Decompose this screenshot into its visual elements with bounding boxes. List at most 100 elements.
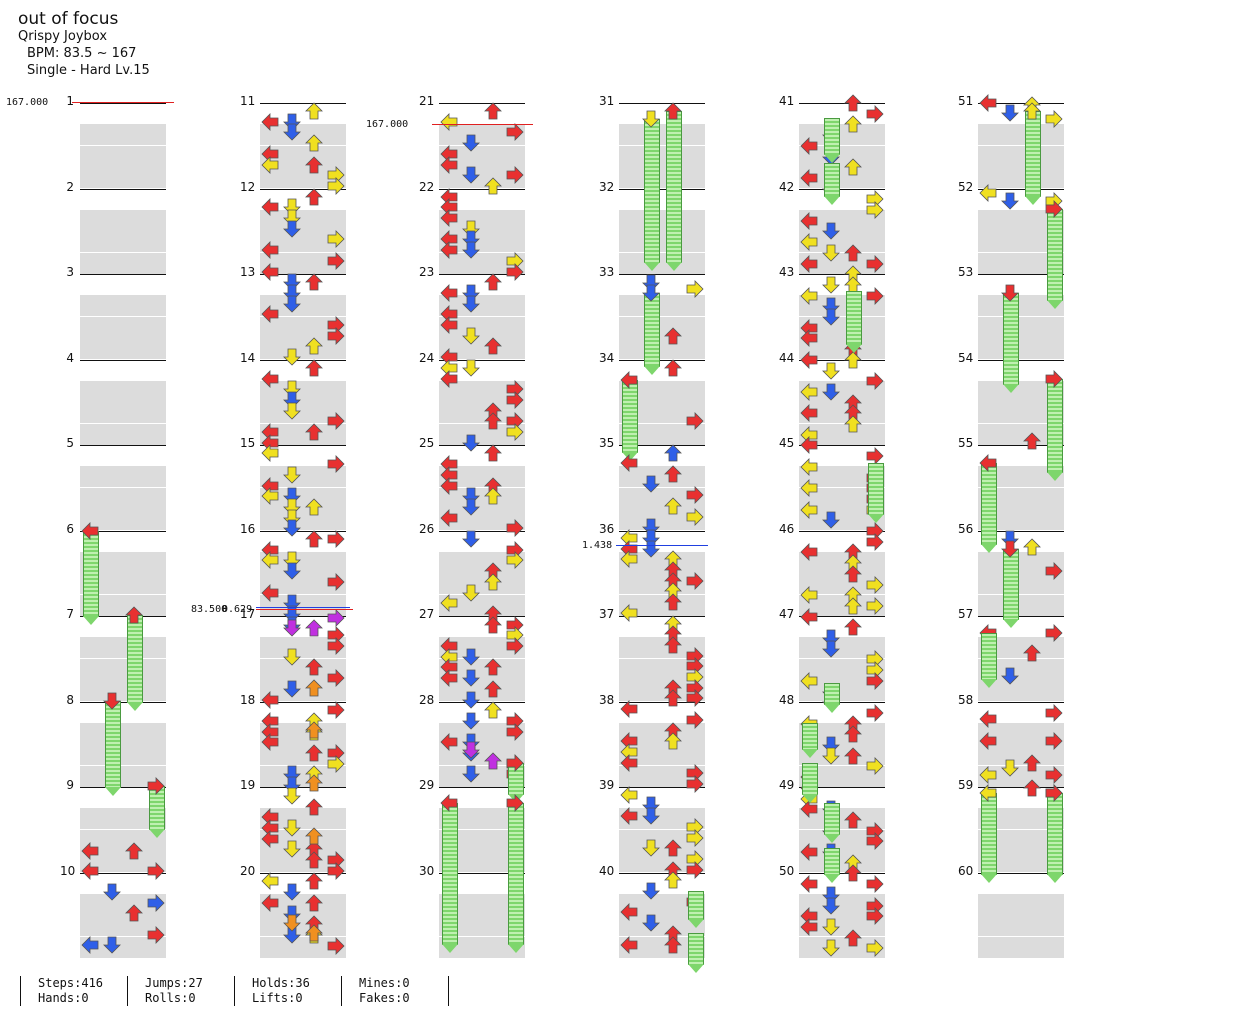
beat-band	[799, 380, 885, 402]
measure-number: 23	[419, 265, 435, 279]
beat-band	[439, 551, 525, 573]
beat-band	[260, 466, 346, 488]
right-arrow-icon	[686, 507, 704, 526]
stat-hands: Hands:0	[38, 991, 89, 1005]
up-arrow-icon	[305, 273, 323, 291]
bpm-change-line	[256, 609, 353, 610]
beat-band	[799, 658, 885, 680]
down-arrow-icon	[283, 840, 301, 858]
measure-number: 4	[66, 350, 74, 365]
beat-band	[260, 402, 346, 424]
beat-band	[619, 594, 705, 616]
beat-band	[619, 808, 705, 830]
up-arrow-icon	[305, 423, 323, 441]
up-arrow-icon	[664, 497, 682, 515]
hold-note	[1003, 549, 1019, 628]
right-arrow-icon	[506, 123, 524, 142]
measure-line	[619, 103, 705, 104]
beat-band	[439, 594, 525, 616]
stats-mines-group: Mines:0 Fakes:0	[359, 976, 410, 1006]
beat-band	[80, 338, 166, 360]
right-arrow-icon	[1045, 624, 1063, 642]
hold-note	[1047, 379, 1063, 481]
hold-note	[666, 111, 682, 271]
beat-band	[260, 937, 346, 958]
up-arrow-icon	[484, 573, 502, 591]
measure-line	[439, 274, 525, 275]
measure-line	[619, 359, 705, 361]
beat-band	[619, 124, 705, 146]
beat-band	[799, 231, 885, 253]
beat-band	[799, 167, 885, 189]
right-arrow-icon	[866, 372, 884, 391]
left-arrow-icon	[81, 842, 99, 860]
measure-line	[260, 701, 346, 703]
measure-line	[260, 616, 346, 617]
beat-band	[260, 637, 346, 659]
beat-band	[439, 915, 525, 937]
beat-band	[619, 744, 705, 766]
beat-band	[978, 124, 1064, 146]
left-arrow-icon	[261, 583, 279, 602]
up-arrow-icon	[305, 721, 323, 739]
hold-note	[824, 803, 840, 843]
beat-band	[978, 402, 1064, 424]
measure-number: 8	[66, 692, 74, 707]
right-arrow-icon	[866, 671, 884, 690]
measure-line	[439, 188, 525, 190]
up-arrow-icon	[1023, 644, 1041, 662]
down-arrow-icon	[283, 295, 301, 313]
down-arrow-icon	[1001, 104, 1019, 122]
beat-band	[439, 295, 525, 317]
stat-rolls: Rolls:0	[145, 991, 196, 1005]
down-arrow-icon	[283, 883, 301, 901]
measure-line	[799, 616, 885, 617]
right-arrow-icon	[686, 412, 704, 430]
left-arrow-icon	[800, 543, 818, 562]
beat-band	[978, 167, 1064, 189]
left-arrow-icon	[440, 209, 458, 227]
beat-band	[619, 145, 705, 167]
down-arrow-icon	[283, 123, 301, 141]
measure-number: 16	[240, 521, 256, 536]
down-arrow-icon	[822, 276, 840, 294]
left-arrow-icon	[620, 700, 638, 719]
right-arrow-icon	[327, 701, 345, 720]
beat-band	[439, 209, 525, 231]
right-arrow-icon	[506, 551, 524, 570]
right-arrow-icon	[1045, 110, 1063, 128]
down-arrow-icon	[822, 511, 840, 529]
measure-line	[80, 616, 166, 617]
hold-note	[824, 118, 840, 163]
down-arrow-icon	[462, 765, 480, 783]
beat-band	[978, 744, 1064, 766]
chart-column: 51 52 53 54 55 56 57 58 59 60	[958, 95, 1064, 959]
measure-number: 12	[240, 179, 256, 194]
beat-band	[619, 231, 705, 253]
measure-number: 22	[419, 179, 435, 194]
song-bpm: BPM: 83.5 ~ 167	[27, 46, 137, 61]
left-arrow-icon	[261, 690, 279, 709]
beat-band	[439, 145, 525, 167]
beat-band	[439, 637, 525, 659]
measure-number: 18	[240, 692, 256, 707]
right-arrow-icon	[327, 230, 345, 249]
down-arrow-icon	[822, 640, 840, 658]
hold-note	[846, 291, 862, 353]
left-arrow-icon	[620, 807, 638, 826]
left-arrow-icon	[261, 444, 279, 463]
up-arrow-icon	[484, 444, 502, 462]
stat-mines: Mines:0	[359, 976, 410, 990]
measure-number: 26	[419, 521, 435, 536]
down-arrow-icon	[462, 741, 480, 759]
beat-band	[260, 765, 346, 787]
left-arrow-icon	[979, 184, 997, 202]
beat-band	[799, 316, 885, 338]
right-arrow-icon	[1045, 370, 1063, 388]
measure-line	[439, 872, 525, 874]
beat-band	[80, 423, 166, 445]
bpm-change-line	[432, 124, 533, 125]
beat-band	[80, 231, 166, 253]
down-arrow-icon	[822, 244, 840, 262]
measure-line	[80, 445, 166, 446]
